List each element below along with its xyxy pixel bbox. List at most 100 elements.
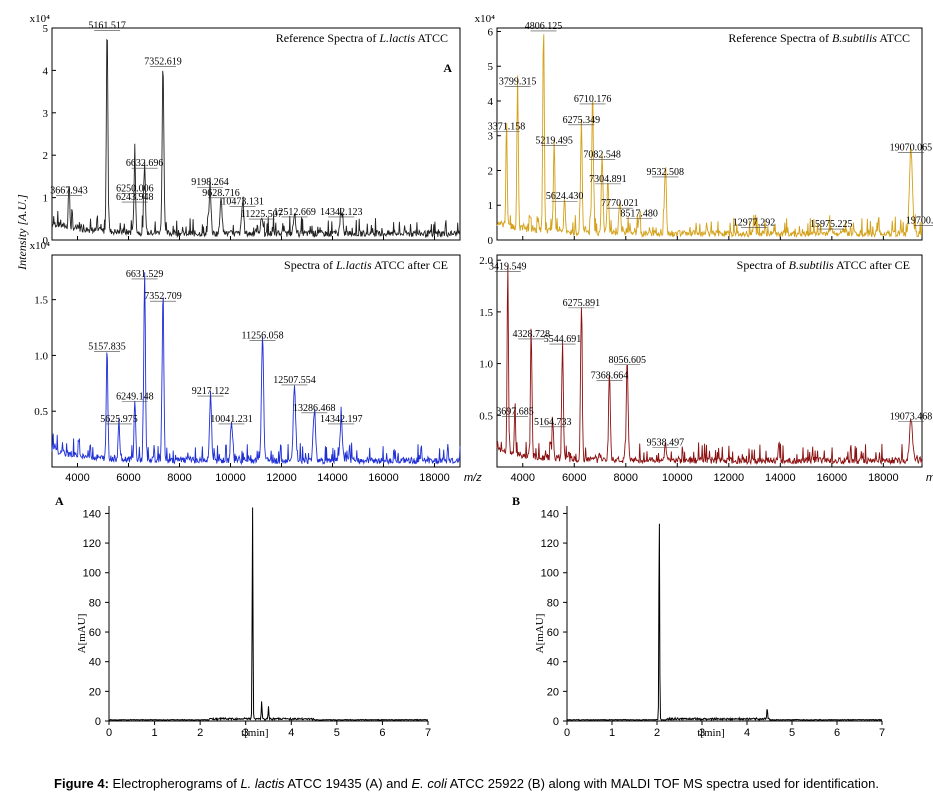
peak-label: 11225.507	[241, 209, 283, 220]
x-tick-label: 10000	[215, 472, 246, 484]
x-tick-label: 1	[152, 727, 158, 739]
x-axis-label: t[min]	[241, 727, 269, 739]
y-tick-label: 5	[43, 23, 49, 35]
x-tick-label: 12000	[714, 472, 745, 484]
x-tick-label: 0	[106, 727, 112, 739]
peak-label: 8517.480	[620, 209, 658, 220]
peak-label: 6710.176	[574, 94, 612, 105]
y-tick-label: 2	[43, 150, 49, 162]
y-tick-label: 4	[488, 96, 494, 108]
y-tick-label: 1.0	[479, 359, 493, 371]
peak-label: 6250.006	[116, 184, 154, 195]
peak-label: 9532.508	[647, 167, 685, 178]
x-tick-label: 3	[243, 727, 249, 739]
chart-subtilis_ce: 0.5 1.0 1.5 2.0 4000 6000 8000 10000 12000 14000 1…	[479, 254, 933, 484]
y-tick-label: 140	[83, 508, 101, 520]
x-axis-label: m/z	[926, 472, 933, 484]
x-tick-label: 1	[609, 727, 615, 739]
y-tick-label: 100	[541, 568, 559, 580]
chart-ep_B: 0 20 40 60 80 100 120 140 0 1 2 3 4 5 6 7 t[min] A[mAU] B	[512, 494, 885, 739]
y-tick-label: 80	[547, 597, 559, 609]
y-tick-label: 20	[89, 686, 101, 698]
y-tick-label: 1.0	[34, 350, 48, 362]
y-tick-label: 60	[89, 627, 101, 639]
y-tick-label: 3	[43, 108, 49, 120]
y-tick-label: 0.5	[34, 406, 48, 418]
x-tick-label: 10000	[662, 472, 693, 484]
peak-label: 7770.021	[601, 198, 639, 209]
peak-label: 13286.468	[293, 403, 336, 414]
peak-label: 6249.148	[116, 392, 154, 403]
y-exponent: x10⁴	[30, 240, 51, 252]
x-tick-label: 0	[564, 727, 570, 739]
peak-label: 7304.891	[589, 174, 627, 185]
peak-label: 6631.529	[126, 269, 164, 280]
peak-label: 10041.231	[210, 414, 253, 425]
peak-label: 12507.554	[273, 375, 316, 386]
electropherogram-line	[566, 523, 883, 722]
peak-label: 7352.709	[144, 291, 182, 302]
y-tick-label: 1	[43, 193, 49, 205]
plot-frame	[496, 27, 923, 241]
peak-label: 7082.548	[583, 150, 621, 161]
caption-pre: Electropherograms of	[108, 776, 241, 791]
peak-label: 9217.122	[192, 386, 230, 397]
ms-y-axis-label: Intensity [A.U.]	[15, 194, 29, 271]
caption-mid: ATCC 19435 (A) and	[284, 776, 412, 791]
peak-label: 19070.065	[890, 143, 933, 154]
panel-title: Reference Spectra of L.lactis ATCC	[276, 31, 448, 45]
peak-label: 6275.349	[563, 115, 601, 126]
peak-label: 12512.669	[273, 207, 316, 218]
peak-label: 5161.517	[88, 20, 126, 31]
peak-label: 14342.197	[320, 414, 363, 425]
x-tick-label: 8000	[167, 472, 191, 484]
peak-label: 5219.495	[535, 136, 573, 147]
peak-label: 8056.605	[608, 355, 646, 366]
y-tick-label: 0	[95, 716, 101, 728]
peak-label: 14342.123	[320, 207, 363, 218]
peak-label: 19700.809	[906, 216, 933, 227]
panel-letter: A	[443, 61, 452, 75]
peak-label: 9538.497	[647, 437, 685, 448]
y-tick-label: 120	[83, 538, 101, 550]
peak-label: 4806.125	[525, 21, 563, 32]
y-tick-label: 120	[541, 538, 559, 550]
peak-label: 19073.468	[890, 412, 933, 423]
y-tick-label: 60	[547, 627, 559, 639]
y-axis-label: A[mAU]	[534, 614, 546, 654]
y-tick-label: 6	[488, 26, 494, 38]
peak-label: 4328.728	[512, 329, 550, 340]
peak-label: 3667.943	[50, 186, 88, 197]
x-tick-label: 16000	[817, 472, 848, 484]
panel-title: Spectra of B.subtilis ATCC after CE	[737, 258, 910, 272]
x-tick-label: 6	[379, 727, 385, 739]
x-tick-label: 14000	[765, 472, 796, 484]
y-tick-label: 1.5	[479, 307, 493, 319]
panel-letter: A	[55, 494, 64, 508]
plot-frame	[51, 254, 461, 468]
panel-letter: B	[512, 494, 520, 508]
peak-label: 5164.733	[534, 417, 572, 428]
x-axis-label: m/z	[464, 472, 482, 484]
panel-title: Spectra of L.lactis ATCC after CE	[284, 258, 448, 272]
y-axis-label: A[mAU]	[76, 614, 88, 654]
peak-label: 9198.264	[191, 177, 229, 188]
y-exponent: x10⁴	[30, 13, 51, 25]
spectrum-line	[496, 265, 923, 466]
peak-label: 6275.891	[563, 298, 601, 309]
y-tick-label: 0.5	[479, 410, 493, 422]
peak-label: 7352.619	[144, 56, 182, 67]
x-tick-label: 2	[654, 727, 660, 739]
peak-label: 10473.131	[221, 196, 264, 207]
peak-label: 3697.685	[496, 406, 534, 417]
y-tick-label: 100	[83, 568, 101, 580]
peak-label: 15975.225	[810, 219, 853, 230]
caption-org1: L. lactis	[240, 776, 285, 791]
caption-post: ATCC 25922 (B) along with MALDI TOF MS s…	[446, 776, 879, 791]
spectrum-line	[51, 272, 461, 466]
x-tick-label: 7	[879, 727, 885, 739]
y-tick-label: 140	[541, 508, 559, 520]
x-tick-label: 16000	[368, 472, 399, 484]
x-tick-label: 7	[425, 727, 431, 739]
